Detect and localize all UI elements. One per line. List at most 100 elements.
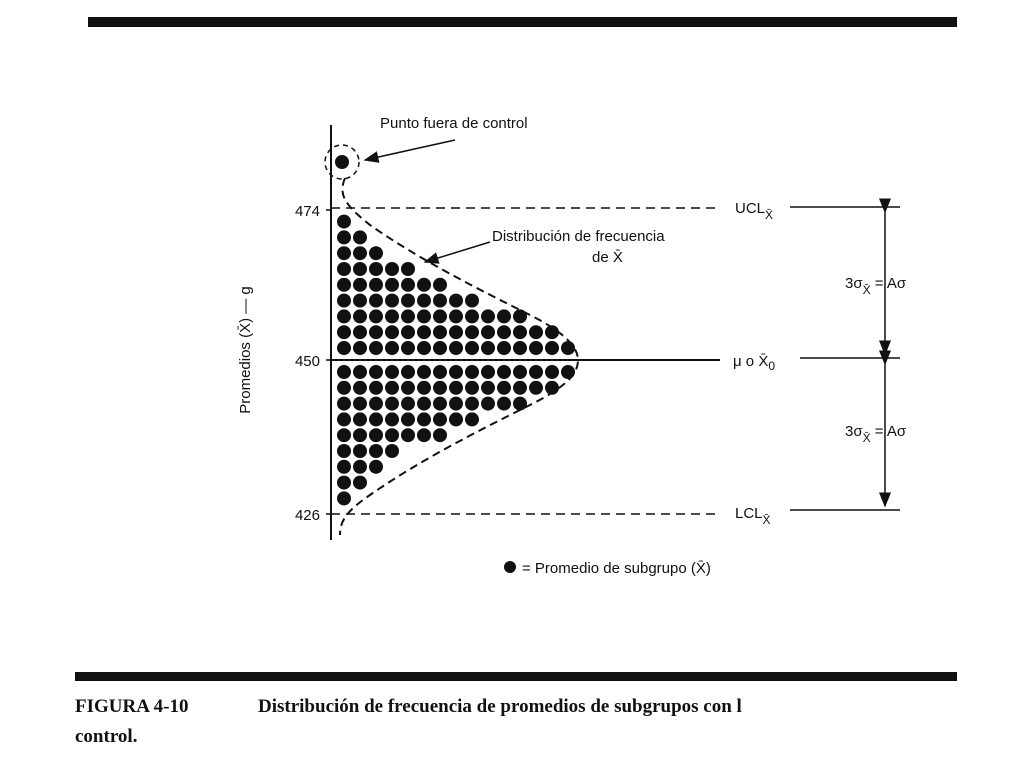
subgroup-dot bbox=[433, 412, 447, 427]
subgroup-dot bbox=[337, 230, 351, 245]
subgroup-dot bbox=[417, 396, 431, 411]
subgroup-dot bbox=[529, 325, 543, 340]
subgroup-dot bbox=[497, 365, 511, 379]
subgroup-dot bbox=[401, 396, 415, 411]
subgroup-dot bbox=[433, 396, 447, 411]
subgroup-dot bbox=[465, 341, 479, 355]
subgroup-dot bbox=[449, 396, 463, 411]
subgroup-dot bbox=[513, 325, 527, 340]
subgroup-dot bbox=[353, 262, 367, 276]
subgroup-dot bbox=[465, 293, 479, 308]
sigma-label: 3σX̄ = Aσ bbox=[845, 423, 907, 445]
subgroup-dot bbox=[353, 475, 367, 490]
subgroup-dot bbox=[353, 428, 367, 443]
subgroup-dot bbox=[337, 444, 351, 458]
subgroup-dot bbox=[433, 341, 447, 355]
subgroup-dot bbox=[433, 277, 447, 292]
sigma-rest: = Aσ bbox=[871, 423, 907, 440]
subgroup-dot bbox=[433, 293, 447, 308]
subgroup-dot bbox=[561, 365, 575, 379]
subgroup-dot bbox=[417, 365, 431, 379]
subgroup-dot bbox=[401, 428, 415, 443]
subgroup-dot bbox=[513, 396, 527, 411]
subgroup-dot bbox=[401, 325, 415, 340]
subgroup-dot bbox=[433, 428, 447, 443]
subgroup-dot bbox=[369, 341, 383, 355]
subgroup-dot bbox=[337, 412, 351, 427]
ucl-sub: X̄ bbox=[765, 208, 773, 222]
subgroup-dot bbox=[369, 325, 383, 340]
subgroup-dot bbox=[465, 309, 479, 324]
legend-label: = Promedio de subgrupo (X̄) bbox=[522, 560, 711, 577]
subgroup-dot bbox=[337, 341, 351, 355]
subgroup-dot bbox=[369, 428, 383, 443]
subgroup-dot bbox=[497, 341, 511, 355]
sigma-sub: X̄ bbox=[863, 431, 871, 445]
sigma-main: 3σ bbox=[845, 423, 863, 440]
subgroup-dot bbox=[353, 293, 367, 308]
subgroup-dot bbox=[513, 380, 527, 395]
subgroup-dot bbox=[385, 277, 399, 292]
subgroup-dot bbox=[497, 380, 511, 395]
outlier-ring bbox=[324, 144, 360, 180]
subgroup-dot bbox=[529, 365, 543, 379]
subgroup-dot bbox=[353, 246, 367, 261]
subgroup-dot bbox=[433, 325, 447, 340]
subgroup-dot bbox=[353, 309, 367, 324]
subgroup-dot bbox=[337, 365, 351, 379]
subgroup-dot bbox=[385, 309, 399, 324]
subgroup-dot bbox=[353, 341, 367, 355]
subgroup-dot bbox=[385, 380, 399, 395]
subgroup-dot bbox=[401, 365, 415, 379]
subgroup-dot bbox=[353, 277, 367, 292]
caption-text: Distribución de frecuencia de promedios … bbox=[258, 696, 742, 717]
center-label: μ o X̄0 bbox=[733, 353, 775, 373]
subgroup-dot bbox=[337, 214, 351, 229]
subgroup-dot bbox=[545, 341, 559, 355]
bottom-rule bbox=[75, 672, 957, 681]
subgroup-dot bbox=[545, 380, 559, 395]
subgroup-dot bbox=[449, 341, 463, 355]
subgroup-dot bbox=[385, 365, 399, 379]
subgroup-dot bbox=[481, 309, 495, 324]
subgroup-dot bbox=[417, 412, 431, 427]
caption-line2: control. bbox=[75, 726, 137, 747]
subgroup-dot bbox=[449, 309, 463, 324]
subgroup-dot bbox=[497, 396, 511, 411]
subgroup-dot bbox=[529, 341, 543, 355]
y-tick-label: 474 bbox=[295, 203, 320, 220]
subgroup-dot bbox=[465, 380, 479, 395]
sigma-label: 3σX̄ = Aσ bbox=[845, 275, 907, 297]
subgroup-dot bbox=[417, 293, 431, 308]
subgroup-dot bbox=[465, 365, 479, 379]
outlier-arrow bbox=[363, 139, 456, 163]
subgroup-dot bbox=[513, 309, 527, 324]
subgroup-dot bbox=[481, 380, 495, 395]
subgroup-dot bbox=[385, 341, 399, 355]
subgroup-dot bbox=[369, 309, 383, 324]
subgroup-dot bbox=[353, 325, 367, 340]
center-main: μ o X̄ bbox=[733, 353, 768, 370]
subgroup-dot bbox=[449, 293, 463, 308]
subgroup-dot bbox=[433, 365, 447, 379]
subgroup-dot bbox=[369, 293, 383, 308]
subgroup-dot bbox=[337, 309, 351, 324]
subgroup-dot bbox=[337, 475, 351, 490]
subgroup-dot bbox=[385, 412, 399, 427]
subgroup-dot bbox=[417, 341, 431, 355]
subgroup-dot bbox=[369, 380, 383, 395]
subgroup-dot bbox=[385, 396, 399, 411]
subgroup-dot bbox=[385, 262, 399, 276]
subgroup-dot bbox=[369, 262, 383, 276]
subgroup-dot bbox=[337, 491, 351, 506]
outlier-dot bbox=[335, 155, 349, 169]
subgroup-dot bbox=[353, 396, 367, 411]
subgroup-dot bbox=[385, 325, 399, 340]
subgroup-dot bbox=[369, 246, 383, 261]
subgroup-dot bbox=[337, 277, 351, 292]
subgroup-dot bbox=[353, 444, 367, 458]
subgroup-dot bbox=[337, 428, 351, 443]
subgroup-dot bbox=[353, 459, 367, 474]
